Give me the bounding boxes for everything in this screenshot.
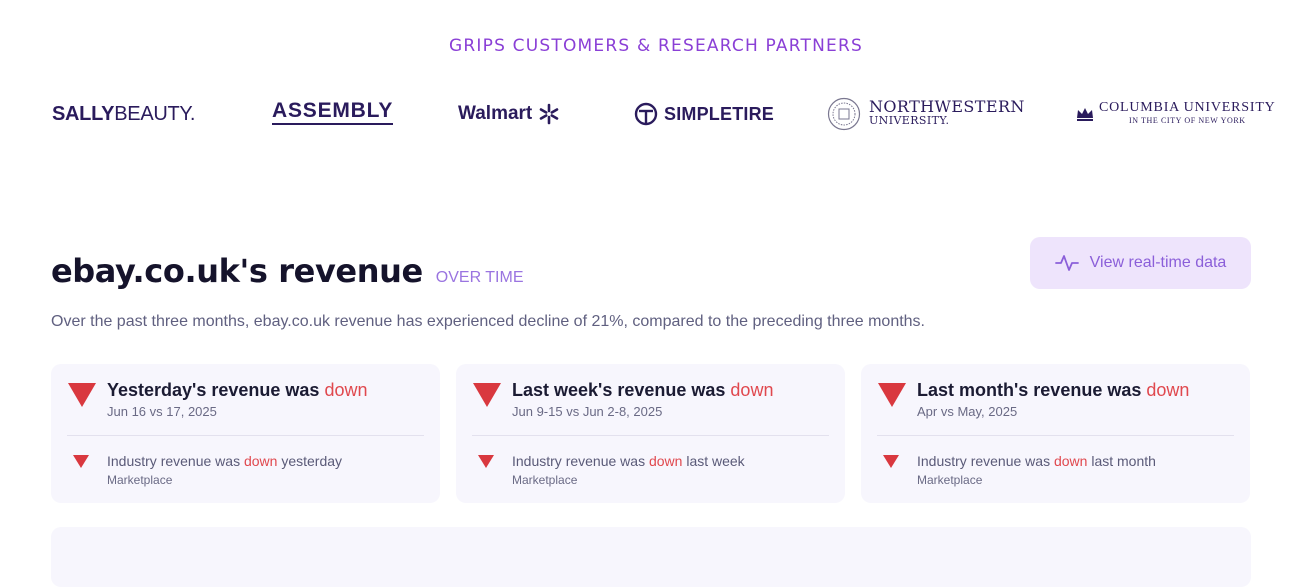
direction-label: down [1146, 380, 1190, 400]
industry-category: Marketplace [917, 473, 983, 487]
page-title: ebay.co.uk's revenue [51, 252, 423, 290]
card-heading: Yesterday's revenue was down [107, 380, 367, 401]
card-period: Apr vs May, 2025 [917, 404, 1018, 419]
walmart-logo-text: Walmart [458, 103, 533, 124]
sally-logo-light: BEAUTY. [114, 102, 196, 125]
industry-prefix: Industry revenue was [512, 453, 646, 469]
card-period: Jun 16 vs 17, 2025 [107, 404, 217, 419]
down-triangle-icon [478, 455, 494, 468]
industry-suffix: last week [686, 453, 745, 469]
industry-comparison: Industry revenue was down last month [917, 453, 1156, 469]
down-triangle-icon [883, 455, 899, 468]
columbia-line2: IN THE CITY OF NEW YORK [1128, 116, 1246, 125]
columbia-line1: COLUMBIA UNIVERSITY [1099, 100, 1276, 115]
industry-category: Marketplace [512, 473, 578, 487]
simpletire-logo-text: SIMPLETIRE [664, 103, 775, 124]
industry-direction: down [648, 453, 683, 469]
northwestern-line1: NORTHWESTERN [869, 97, 1025, 116]
card-heading: Last week's revenue was down [512, 380, 773, 401]
card-divider [67, 435, 424, 436]
revenue-header: ebay.co.uk's revenue OVER TIME [51, 252, 524, 290]
partner-logos: SALLY BEAUTY. ASSEMBLY Walmart SIMPLETIRE… [52, 92, 1275, 136]
chart-panel [51, 527, 1251, 587]
walmart-spark-icon [539, 103, 559, 125]
card-heading-text: Yesterday's revenue was [107, 380, 320, 400]
view-real-time-data-button[interactable]: View real-time data [1030, 237, 1251, 289]
down-triangle-icon [73, 455, 89, 468]
industry-prefix: Industry revenue was [107, 453, 241, 469]
industry-direction: down [243, 453, 278, 469]
crown-icon [1077, 108, 1093, 121]
revenue-card-last-month: Last month's revenue was down Apr vs May… [861, 364, 1250, 503]
activity-pulse-icon [1054, 255, 1079, 271]
tire-icon [634, 102, 658, 126]
partners-heading: GRIPS CUSTOMERS & RESEARCH PARTNERS [449, 36, 863, 56]
university-seal-icon [827, 97, 861, 131]
industry-suffix: yesterday [281, 453, 343, 469]
assembly-logo: ASSEMBLY [272, 100, 394, 125]
card-heading-text: Last month's revenue was [917, 380, 1142, 400]
card-heading: Last month's revenue was down [917, 380, 1189, 401]
page-subtitle: OVER TIME [435, 269, 524, 286]
view-real-time-data-label: View real-time data [1089, 254, 1227, 271]
down-triangle-icon [878, 383, 906, 407]
industry-direction: down [1053, 453, 1088, 469]
northwestern-line2: UNIVERSITY. [869, 114, 950, 127]
card-divider [877, 435, 1234, 436]
card-divider [472, 435, 829, 436]
columbia-logo: COLUMBIA UNIVERSITY IN THE CITY OF NEW Y… [1076, 92, 1276, 136]
revenue-card-yesterday: Yesterday's revenue was down Jun 16 vs 1… [51, 364, 440, 503]
simpletire-logo: SIMPLETIRE [634, 92, 774, 136]
revenue-card-last-week: Last week's revenue was down Jun 9-15 vs… [456, 364, 845, 503]
industry-comparison: Industry revenue was down last week [512, 453, 745, 469]
direction-label: down [730, 380, 774, 400]
card-heading-text: Last week's revenue was [512, 380, 726, 400]
sally-logo-bold: SALLY [52, 102, 115, 125]
sally-beauty-logo: SALLY BEAUTY. [52, 92, 195, 136]
industry-category: Marketplace [107, 473, 173, 487]
northwestern-logo: NORTHWESTERN UNIVERSITY. [827, 92, 1025, 136]
down-triangle-icon [68, 383, 96, 407]
down-triangle-icon [473, 383, 501, 407]
direction-label: down [324, 380, 368, 400]
industry-prefix: Industry revenue was [917, 453, 1051, 469]
walmart-logo: Walmart [458, 92, 560, 136]
revenue-summary: Over the past three months, ebay.co.uk r… [51, 313, 925, 330]
card-period: Jun 9-15 vs Jun 2-8, 2025 [512, 404, 663, 419]
industry-comparison: Industry revenue was down yesterday [107, 453, 342, 469]
industry-suffix: last month [1091, 453, 1156, 469]
